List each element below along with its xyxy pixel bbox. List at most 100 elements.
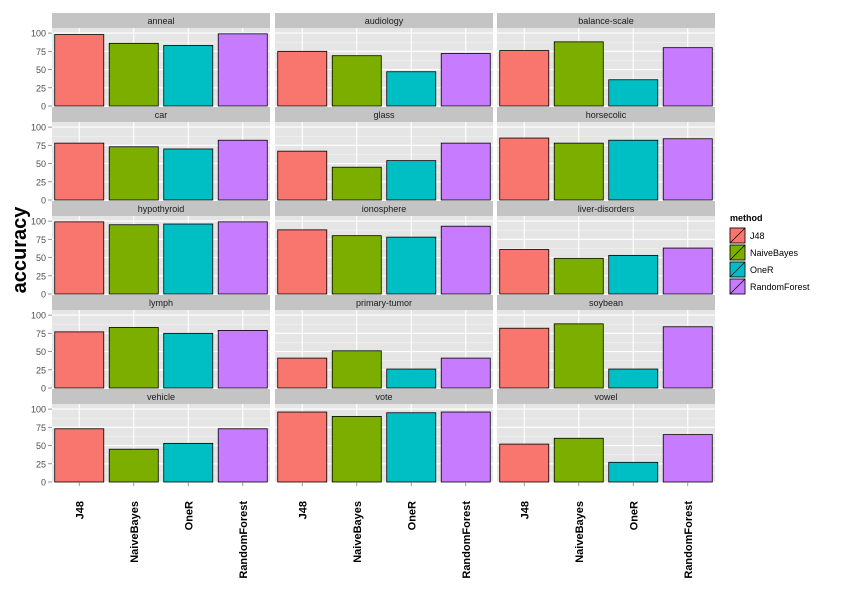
- bar: [163, 45, 214, 107]
- y-tick-label: 100: [31, 217, 46, 227]
- facet-strip: [497, 201, 715, 216]
- bar: [608, 254, 659, 295]
- y-tick-label: 50: [36, 159, 46, 169]
- bar: [54, 331, 105, 389]
- bar: [440, 357, 491, 389]
- bar: [277, 150, 328, 201]
- bar: [108, 146, 159, 201]
- facet-title: ionosphere: [362, 204, 407, 214]
- x-tick-label: RandomForest: [238, 501, 250, 579]
- bar: [217, 330, 268, 389]
- facet-strip: [275, 295, 493, 310]
- facet-title: horsecolic: [586, 110, 627, 120]
- bar: [277, 229, 328, 295]
- bar: [277, 50, 328, 107]
- facet-title: anneal: [147, 16, 174, 26]
- x-tick-label: NaiveBayes: [129, 501, 141, 563]
- x-tick-label: J48: [297, 501, 309, 519]
- bar: [331, 415, 382, 483]
- bar: [553, 142, 604, 201]
- bar: [386, 236, 437, 295]
- bar: [163, 148, 214, 201]
- legend-title: method: [730, 213, 763, 223]
- facet-title: vowel: [594, 392, 617, 402]
- bar: [440, 53, 491, 107]
- x-tick-label: RandomForest: [683, 501, 695, 579]
- bar: [108, 327, 159, 389]
- x-tick-label: NaiveBayes: [574, 501, 586, 563]
- bar: [331, 166, 382, 201]
- legend-label: OneR: [750, 265, 774, 275]
- y-tick-label: 50: [36, 253, 46, 263]
- y-tick-label: 50: [36, 441, 46, 451]
- facet-strip: [497, 389, 715, 404]
- y-tick-label: 75: [36, 235, 46, 245]
- bar: [217, 221, 268, 295]
- bar: [163, 223, 214, 295]
- bar: [54, 221, 105, 295]
- bar: [163, 332, 214, 389]
- y-tick-label: 25: [36, 83, 46, 93]
- bar: [440, 142, 491, 201]
- y-tick-label: 75: [36, 423, 46, 433]
- bar: [499, 249, 550, 295]
- bar: [440, 225, 491, 295]
- y-tick-label: 75: [36, 47, 46, 57]
- y-tick-label: 75: [36, 141, 46, 151]
- bar: [163, 442, 214, 483]
- facet-title: vote: [375, 392, 392, 402]
- facet-title: liver-disorders: [578, 204, 635, 214]
- bar: [608, 368, 659, 389]
- bar: [386, 412, 437, 483]
- bar: [277, 357, 328, 389]
- facet-strip: [497, 13, 715, 28]
- bar: [277, 411, 328, 483]
- bar: [386, 160, 437, 201]
- facet-title: audiology: [365, 16, 404, 26]
- bar: [217, 428, 268, 483]
- y-tick-label: 25: [36, 459, 46, 469]
- bar: [553, 323, 604, 389]
- legend-key-slash: [729, 261, 746, 278]
- y-tick-label: 100: [31, 311, 46, 321]
- facet-title: vehicle: [147, 392, 175, 402]
- facet-title: balance-scale: [578, 16, 634, 26]
- bar: [499, 443, 550, 483]
- y-tick-label: 100: [31, 405, 46, 415]
- bar: [386, 368, 437, 389]
- facet-title: car: [155, 110, 168, 120]
- bar: [108, 224, 159, 295]
- legend-key-slash: [729, 278, 746, 295]
- legend-label: NaiveBayes: [750, 248, 799, 258]
- bar: [331, 55, 382, 107]
- legend-key-slash: [729, 244, 746, 261]
- x-tick-label: OneR: [628, 501, 640, 530]
- bar: [108, 448, 159, 483]
- bar: [440, 411, 491, 483]
- facet-title: glass: [373, 110, 395, 120]
- bar: [386, 71, 437, 107]
- bar: [54, 34, 105, 107]
- x-tick-label: RandomForest: [461, 501, 473, 579]
- legend-key-slash: [729, 227, 746, 244]
- y-tick-label: 0: [41, 196, 46, 206]
- y-tick-label: 25: [36, 177, 46, 187]
- bar: [331, 350, 382, 389]
- bar: [553, 437, 604, 483]
- y-tick-label: 100: [31, 29, 46, 39]
- facet-strip: [497, 295, 715, 310]
- bar: [54, 142, 105, 201]
- y-tick-label: 0: [41, 384, 46, 394]
- facet-strip: [275, 389, 493, 404]
- bar: [608, 139, 659, 201]
- x-tick-label: NaiveBayes: [352, 501, 364, 563]
- y-axis-title: accuracy: [9, 206, 31, 294]
- y-tick-label: 0: [41, 290, 46, 300]
- bar: [662, 138, 713, 201]
- legend-label: J48: [750, 231, 765, 241]
- bar: [662, 434, 713, 483]
- y-tick-label: 75: [36, 329, 46, 339]
- bar: [499, 327, 550, 389]
- facet-title: soybean: [589, 298, 623, 308]
- facet-title: lymph: [149, 298, 173, 308]
